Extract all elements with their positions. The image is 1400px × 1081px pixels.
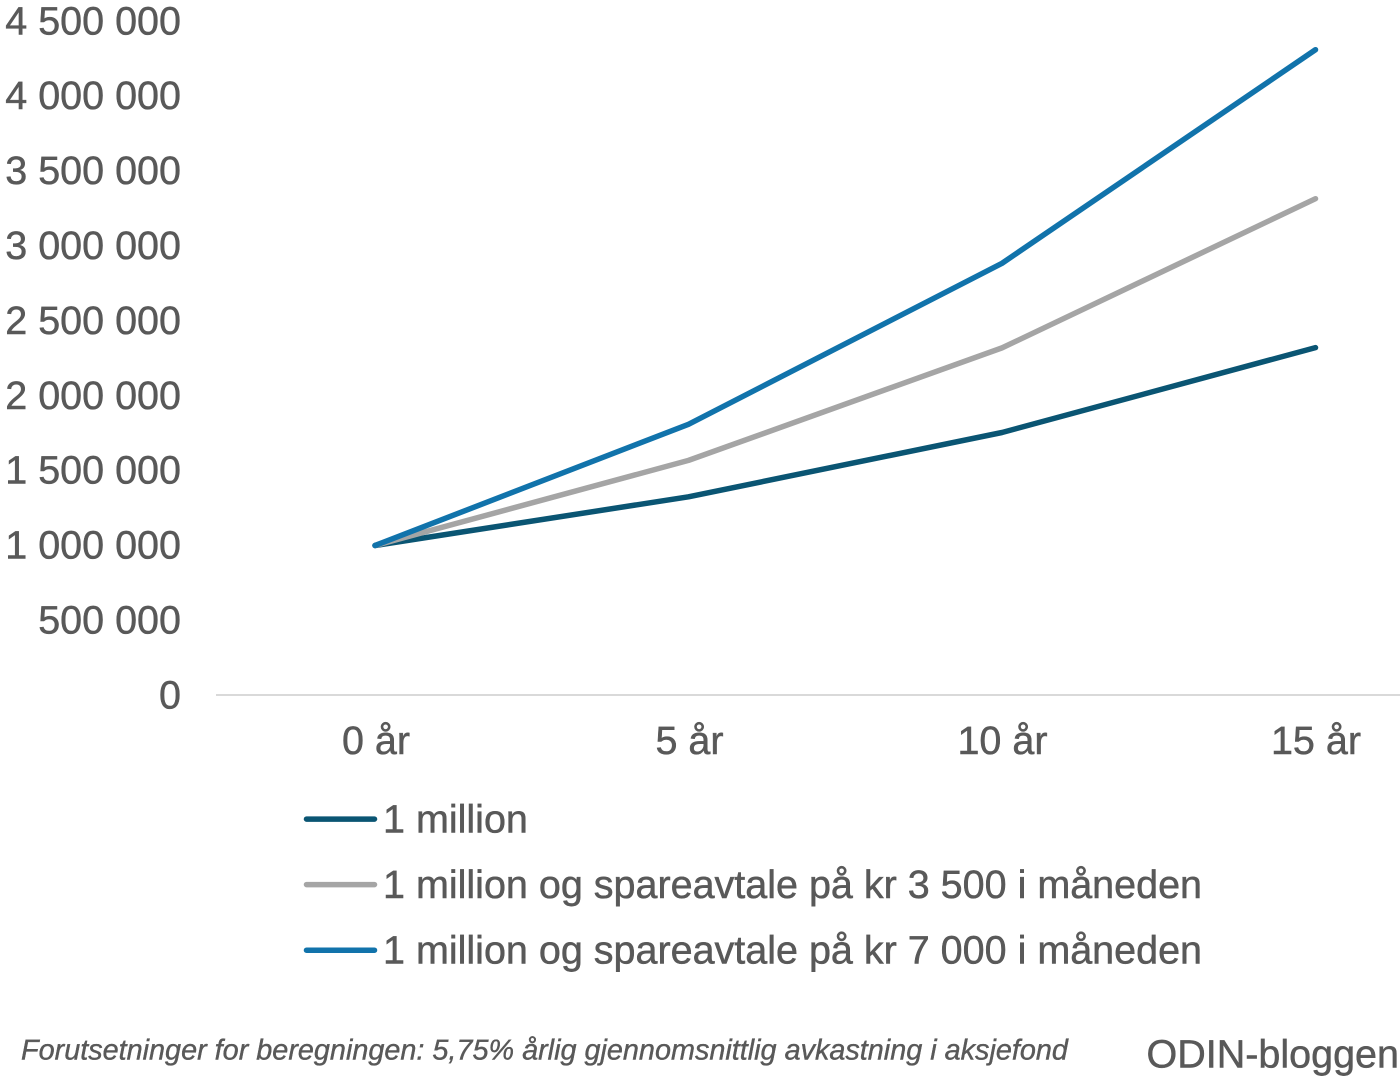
- svg-text:2 000 000: 2 000 000: [5, 374, 181, 418]
- svg-text:1 million og spareavtale på kr: 1 million og spareavtale på kr 3 500 i m…: [383, 863, 1202, 907]
- svg-text:3 500 000: 3 500 000: [5, 149, 181, 193]
- svg-text:2 500 000: 2 500 000: [5, 299, 181, 343]
- svg-text:1 million: 1 million: [383, 798, 528, 842]
- svg-text:10 år: 10 år: [957, 719, 1047, 763]
- svg-text:1 500 000: 1 500 000: [5, 449, 181, 493]
- svg-text:0 år: 0 år: [342, 719, 410, 763]
- svg-text:1 000 000: 1 000 000: [5, 524, 181, 568]
- svg-text:5 år: 5 år: [655, 719, 723, 763]
- svg-text:3 000 000: 3 000 000: [5, 224, 181, 268]
- svg-text:4 500 000: 4 500 000: [5, 0, 181, 43]
- svg-text:15 år: 15 år: [1271, 719, 1361, 763]
- svg-text:ODIN-bloggen: ODIN-bloggen: [1147, 1033, 1400, 1077]
- svg-text:0: 0: [159, 673, 181, 717]
- svg-text:Forutsetninger for beregningen: Forutsetninger for beregningen: 5,75% år…: [21, 1035, 1069, 1067]
- svg-text:1 million og spareavtale på kr: 1 million og spareavtale på kr 7 000 i m…: [383, 929, 1202, 973]
- svg-text:500 000: 500 000: [38, 599, 181, 643]
- svg-text:4 000 000: 4 000 000: [5, 74, 181, 118]
